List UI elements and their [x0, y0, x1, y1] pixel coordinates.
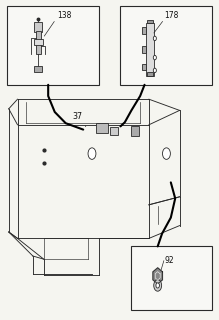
FancyBboxPatch shape [36, 31, 41, 54]
Circle shape [153, 36, 156, 41]
Circle shape [88, 148, 96, 159]
FancyBboxPatch shape [142, 27, 146, 34]
FancyBboxPatch shape [34, 39, 43, 45]
FancyBboxPatch shape [110, 127, 118, 135]
Text: A: A [90, 151, 94, 156]
Circle shape [153, 55, 156, 60]
Circle shape [153, 68, 156, 73]
Circle shape [156, 283, 159, 288]
FancyBboxPatch shape [131, 126, 139, 136]
FancyBboxPatch shape [147, 20, 153, 23]
FancyBboxPatch shape [34, 66, 42, 72]
FancyBboxPatch shape [120, 6, 212, 85]
Text: 138: 138 [57, 11, 71, 20]
FancyBboxPatch shape [142, 64, 146, 70]
Circle shape [154, 280, 162, 291]
FancyBboxPatch shape [96, 123, 108, 133]
Text: B: B [164, 151, 168, 156]
Text: 178: 178 [164, 11, 179, 20]
Polygon shape [153, 268, 162, 284]
FancyBboxPatch shape [131, 246, 212, 310]
FancyBboxPatch shape [147, 72, 153, 76]
FancyBboxPatch shape [34, 22, 42, 32]
FancyBboxPatch shape [146, 23, 154, 76]
Text: 37: 37 [72, 112, 86, 126]
Text: 92: 92 [164, 256, 174, 265]
FancyBboxPatch shape [7, 6, 99, 85]
FancyBboxPatch shape [142, 46, 146, 53]
Circle shape [162, 148, 170, 159]
